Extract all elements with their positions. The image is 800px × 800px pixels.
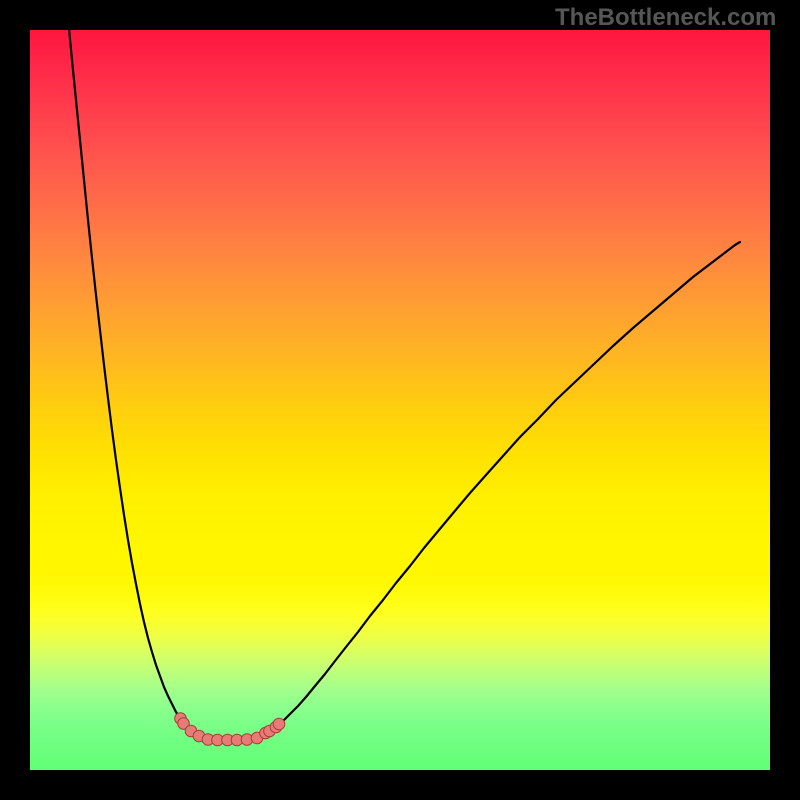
watermark-text: TheBottleneck.com bbox=[555, 4, 776, 32]
gradient-bg bbox=[30, 30, 770, 771]
bottleneck-chart bbox=[0, 0, 800, 800]
